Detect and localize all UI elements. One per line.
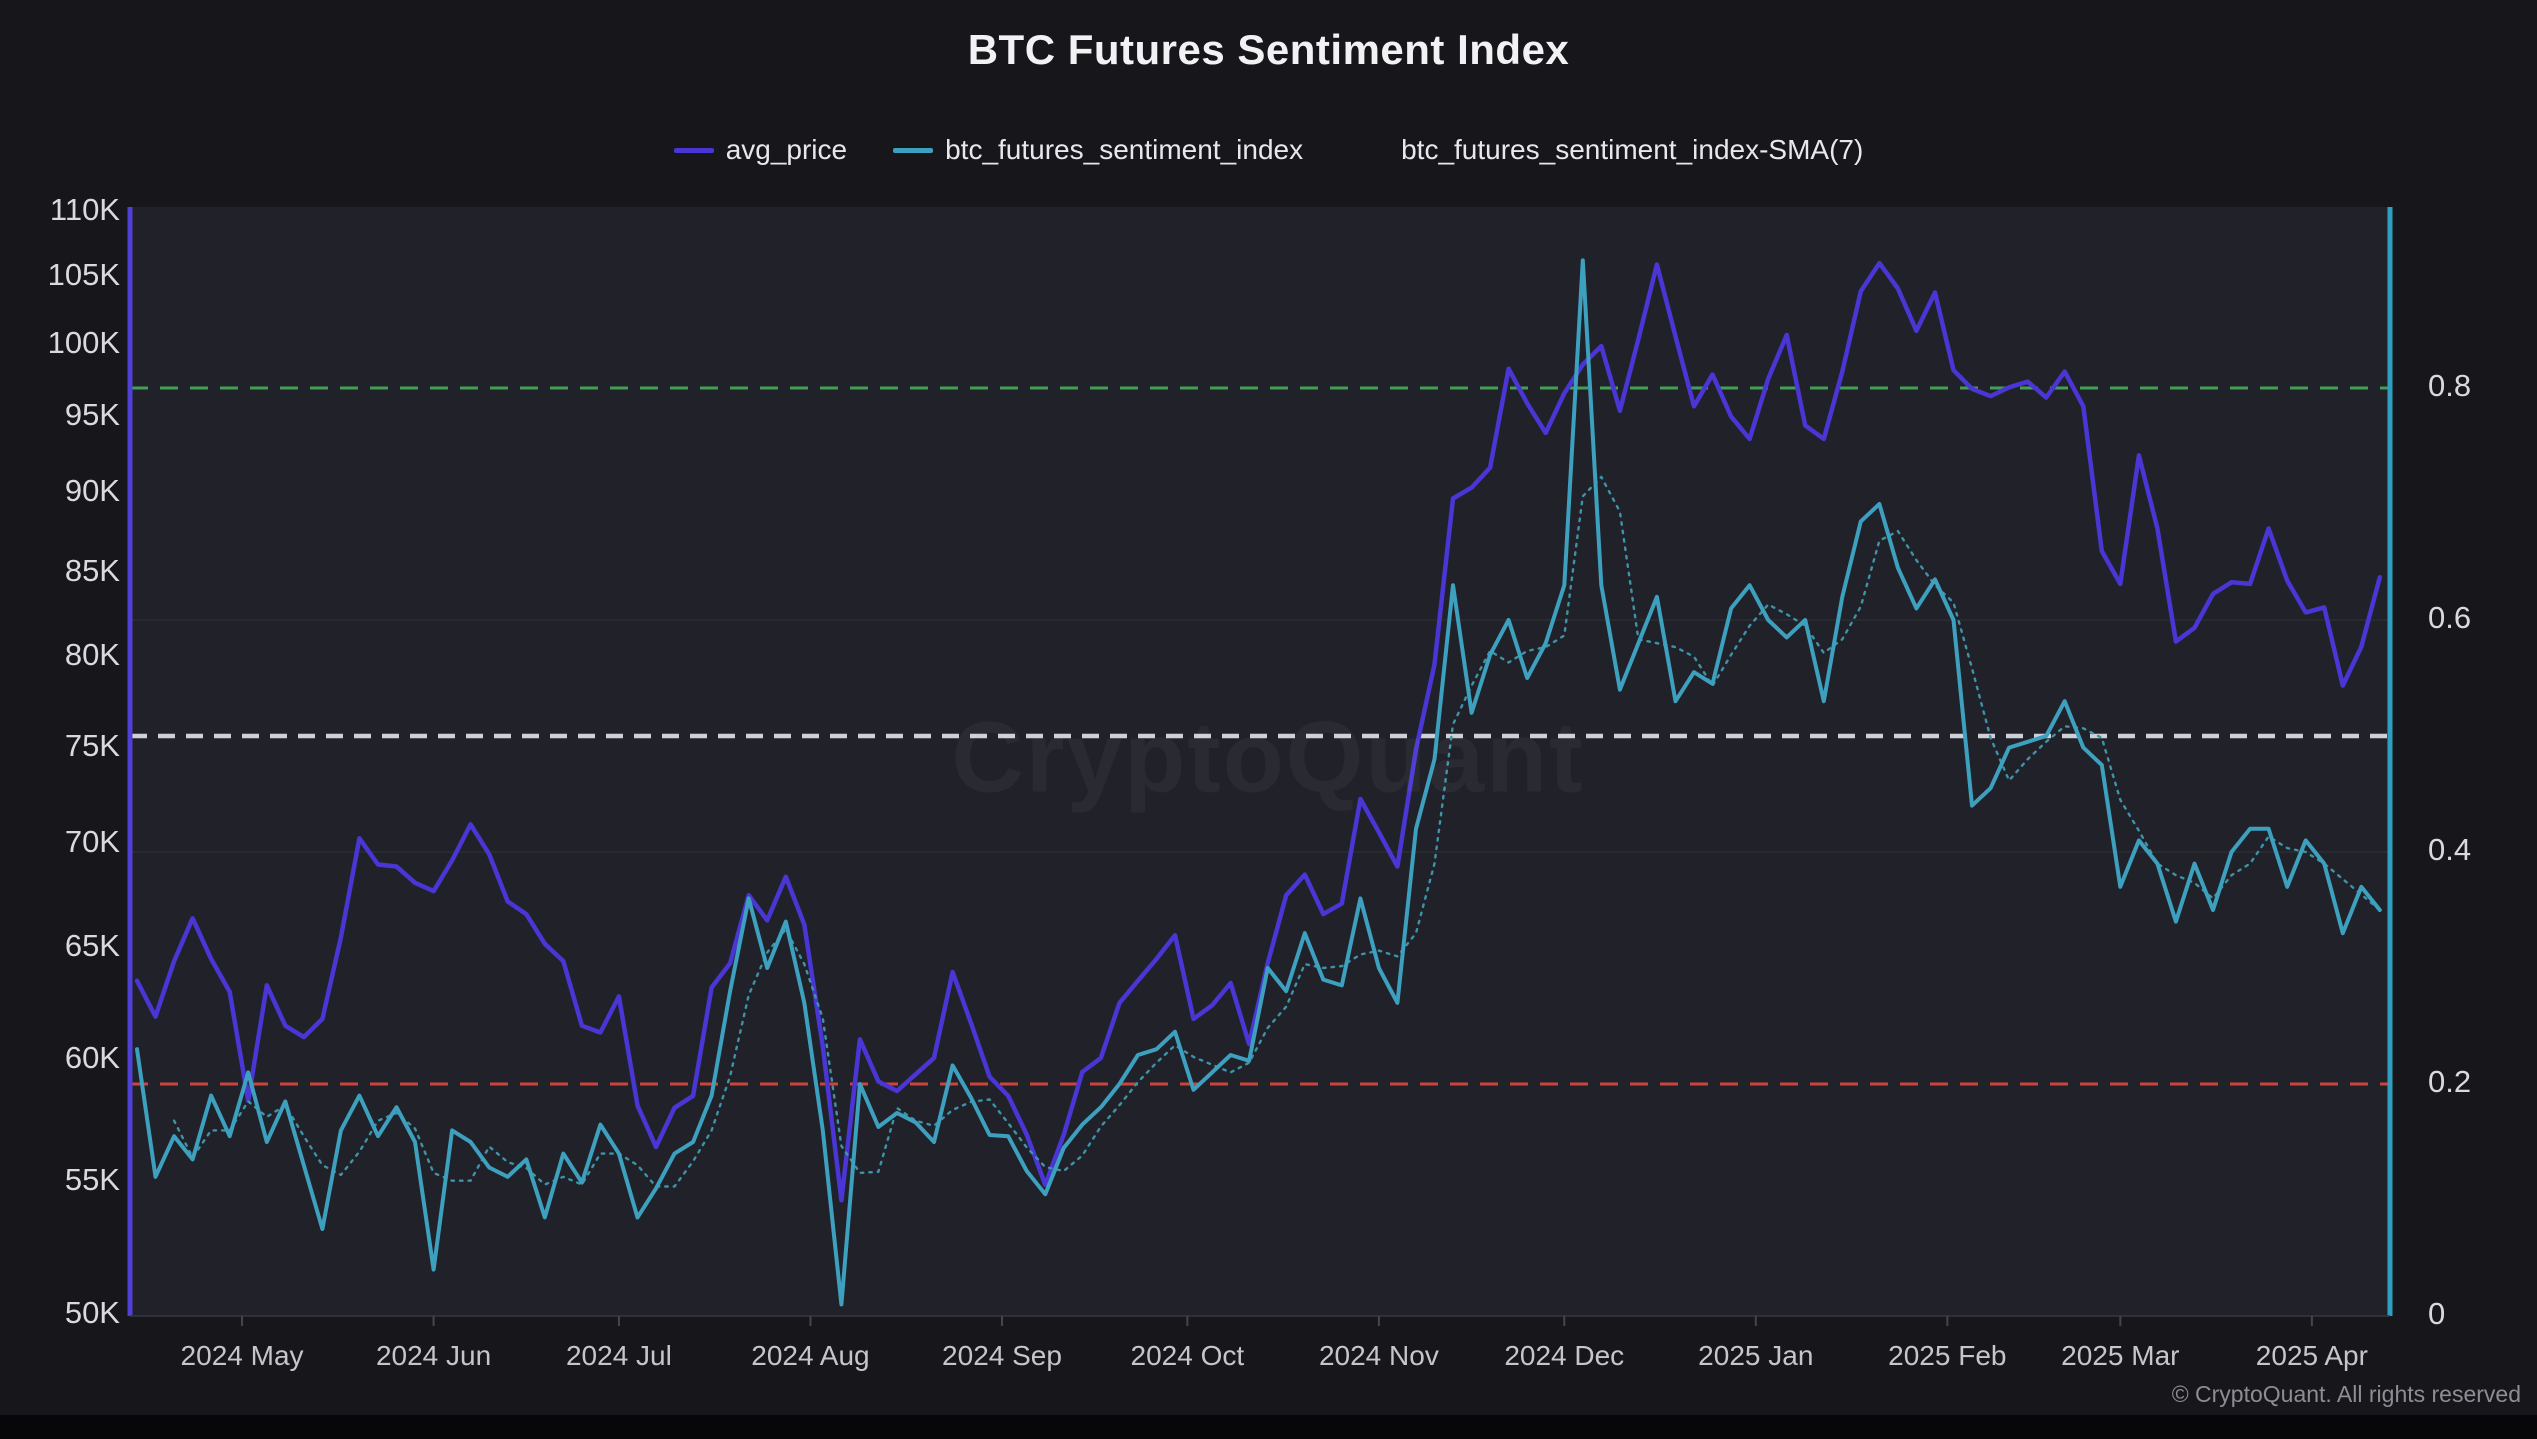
legend-item-btc_futures_sentiment_index[interactable]: btc_futures_sentiment_index (893, 134, 1303, 166)
x-tick-2024 Oct: 2024 Oct (1130, 1340, 1245, 1371)
y-left-tick-60K: 60K (64, 1039, 120, 1075)
legend-item-btc_futures_sentiment_index-SMA(7)[interactable]: btc_futures_sentiment_index-SMA(7) (1349, 134, 1863, 166)
y-left-tick-65K: 65K (64, 927, 120, 963)
legend-label: btc_futures_sentiment_index (945, 134, 1304, 165)
bottom-bar (0, 1415, 2537, 1439)
x-tick-2024 Dec: 2024 Dec (1504, 1340, 1625, 1371)
y-right-tick-0.4: 0.4 (2428, 832, 2472, 867)
x-tick-2024 Jul: 2024 Jul (565, 1340, 672, 1371)
x-tick-2024 Jun: 2024 Jun (375, 1340, 492, 1371)
x-tick-2025 Jan: 2025 Jan (1698, 1340, 1814, 1371)
plot-area (130, 207, 2390, 1316)
y-left-tick-90K: 90K (64, 472, 120, 508)
y-left-tick-110K: 110K (49, 192, 120, 227)
legend-label: avg_price (725, 134, 848, 165)
y-left-tick-70K: 70K (64, 824, 120, 860)
series-btc_futures_sentiment_index-SMA(7) (172, 475, 2382, 1188)
y-left-tick-85K: 85K (64, 552, 120, 588)
y-left-tick-55K: 55K (64, 1161, 120, 1197)
x-tick-2024 Aug: 2024 Aug (751, 1340, 870, 1371)
y-right-tick-0.8: 0.8 (2428, 368, 2472, 403)
legend-item-avg_price[interactable]: avg_price (673, 134, 848, 166)
legend-label: btc_futures_sentiment_index-SMA(7) (1401, 134, 1864, 165)
x-tick-2025 Mar: 2025 Mar (2061, 1340, 2180, 1371)
x-tick-2024 May: 2024 May (180, 1340, 304, 1371)
copyright-text: © CryptoQuant. All rights reserved (2171, 1381, 2521, 1407)
right-axis-spine (2387, 207, 2393, 1316)
series-avg_price (134, 260, 2383, 1203)
chart-legend: avg_price btc_futures_sentiment_index btc_… (0, 134, 2537, 166)
y-left-tick-95K: 95K (64, 397, 120, 433)
x-tick-2025 Apr: 2025 Apr (2255, 1340, 2368, 1371)
x-tick-2025 Feb: 2025 Feb (1888, 1340, 2007, 1371)
y-right-tick-0.2: 0.2 (2428, 1064, 2472, 1099)
y-left-tick-75K: 75K (64, 727, 120, 763)
y-left-tick-100K: 100K (47, 325, 120, 361)
series-btc_futures_sentiment_index (135, 258, 2382, 1307)
legend-swatch-line-icon (673, 147, 714, 153)
y-left-tick-50K: 50K (64, 1295, 120, 1330)
y-right-tick-0.6: 0.6 (2428, 600, 2472, 635)
x-tick-2024 Sep: 2024 Sep (942, 1340, 1062, 1371)
y-left-tick-80K: 80K (64, 637, 120, 673)
y-right-tick-0: 0 (2428, 1296, 2446, 1331)
page-title: BTC Futures Sentiment Index (967, 26, 1570, 73)
legend-swatch-line-icon (893, 147, 934, 153)
left-axis-spine (127, 207, 133, 1316)
y-left-tick-105K: 105K (47, 257, 120, 293)
x-tick-2024 Nov: 2024 Nov (1318, 1340, 1439, 1371)
